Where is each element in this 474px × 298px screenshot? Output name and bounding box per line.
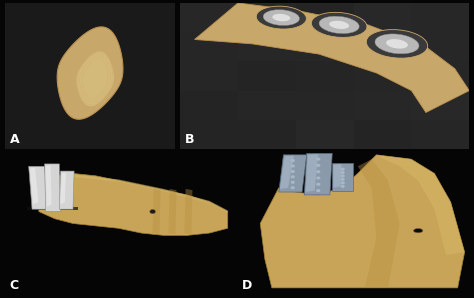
Polygon shape [169,189,176,234]
Polygon shape [279,155,307,192]
Bar [354,120,411,149]
Polygon shape [27,207,78,210]
Ellipse shape [375,34,419,54]
Circle shape [292,160,294,162]
Bar [296,61,354,91]
Circle shape [341,179,344,180]
Polygon shape [260,155,465,288]
Polygon shape [304,153,332,195]
Ellipse shape [319,16,359,34]
Bar [296,120,354,149]
Text: D: D [242,279,252,292]
Polygon shape [153,189,161,234]
Polygon shape [76,52,114,106]
Bar [354,61,411,91]
Bar [180,61,238,91]
Circle shape [341,168,344,170]
Polygon shape [59,171,74,209]
Bar [411,32,469,61]
Polygon shape [39,173,228,235]
Circle shape [341,175,344,177]
Ellipse shape [150,209,155,214]
Ellipse shape [413,229,423,233]
Bar [180,32,238,61]
Polygon shape [45,164,61,212]
Text: C: C [9,279,18,292]
Polygon shape [306,154,318,192]
Polygon shape [280,156,294,189]
Polygon shape [30,167,38,204]
Circle shape [341,172,344,173]
Bar [238,32,296,61]
Ellipse shape [386,39,408,49]
Bar [296,32,354,61]
Circle shape [292,176,294,178]
Circle shape [317,190,319,191]
Bar [296,3,354,32]
Ellipse shape [263,10,300,25]
Circle shape [317,158,319,160]
Circle shape [292,165,294,167]
Polygon shape [184,189,192,234]
Ellipse shape [256,6,306,29]
Circle shape [317,184,319,185]
Polygon shape [46,165,52,207]
Polygon shape [333,164,342,188]
Circle shape [292,181,294,183]
Bar [238,91,296,120]
Bar [411,120,469,149]
Circle shape [341,185,344,187]
Bar [180,120,238,149]
Bar [238,3,296,32]
Ellipse shape [366,30,428,58]
Text: B: B [185,133,194,146]
Bar [411,91,469,120]
Bar [354,32,411,61]
Circle shape [317,164,319,166]
Bar [411,61,469,91]
Circle shape [317,171,319,173]
Bar [180,3,238,32]
Polygon shape [57,27,123,119]
Polygon shape [358,159,400,288]
Polygon shape [61,172,66,204]
Polygon shape [332,163,353,191]
Ellipse shape [329,21,349,29]
Bar [354,3,411,32]
Polygon shape [376,155,465,255]
Polygon shape [46,175,228,213]
Ellipse shape [272,14,291,21]
Circle shape [341,182,344,184]
Bar [238,61,296,91]
Bar [180,91,238,120]
Bar [354,91,411,120]
Polygon shape [28,166,48,209]
Bar [411,3,469,32]
Circle shape [292,187,294,189]
Circle shape [317,177,319,179]
Circle shape [292,170,294,172]
Ellipse shape [311,13,367,37]
Polygon shape [194,3,469,113]
Bar [238,120,296,149]
Bar [296,91,354,120]
Text: A: A [9,133,19,146]
